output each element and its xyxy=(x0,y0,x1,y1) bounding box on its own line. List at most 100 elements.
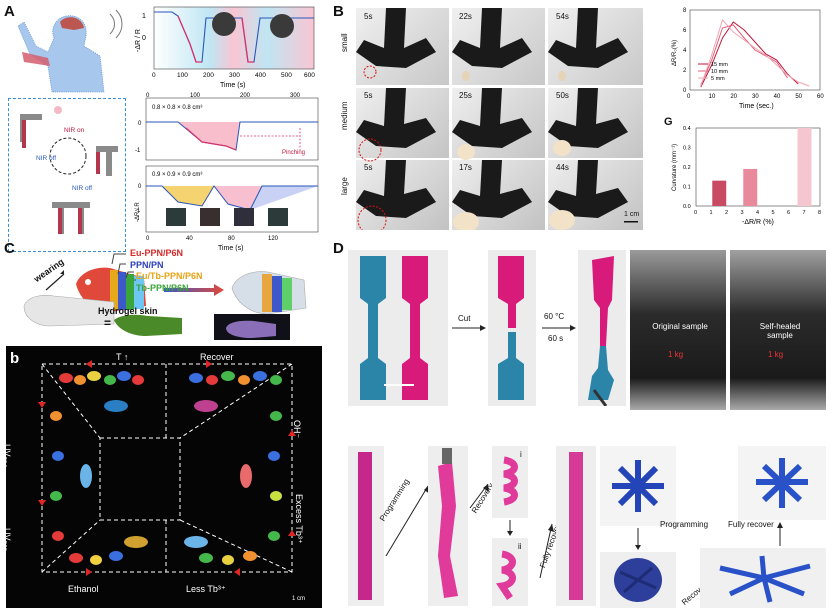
nir-on-text: NIR on xyxy=(64,127,85,134)
line-series-15mm xyxy=(700,21,799,88)
d-photo-original xyxy=(630,250,726,410)
a-low-xtick: 0 xyxy=(146,236,150,242)
line-xtick: 30 xyxy=(752,94,759,100)
line-xtick: 20 xyxy=(730,94,737,100)
a-mid-ytick: 0 xyxy=(138,121,142,127)
bar-xtick: 8 xyxy=(818,210,821,216)
bar-ylabel: Curvature (mm⁻¹) xyxy=(672,144,678,191)
bar-chart-frame xyxy=(695,127,821,207)
c-label-eutb: Eu/Tb-PPN/P6N xyxy=(136,271,203,281)
c-label-hydrogel: Hydrogel skin xyxy=(98,306,158,316)
d-coil-ii xyxy=(496,550,516,600)
bar-xtick: 2 xyxy=(725,210,728,216)
c-ethanol: Ethanol xyxy=(68,584,99,594)
bar-xtick: 3 xyxy=(741,210,744,216)
a-low-ylabel: -ΔR / R xyxy=(135,202,141,222)
d-ii-label: ii xyxy=(518,542,522,551)
line-series-10mm xyxy=(700,24,788,86)
a-top-xtick: 100 xyxy=(177,72,188,79)
gripper-photos-overlay xyxy=(356,8,638,230)
d-coil-i xyxy=(503,456,518,506)
panel-c-b-label: b xyxy=(10,350,20,367)
line-xtick: 10 xyxy=(709,94,716,100)
d-weight-right: 1 kg xyxy=(768,350,784,359)
c-label-tb: Tb-PPN/P6N xyxy=(136,283,189,293)
line-ytick: 2 xyxy=(683,68,687,74)
row-label-medium: medium xyxy=(340,101,349,130)
d-star-2 xyxy=(756,458,808,508)
legend-label: 5 mm xyxy=(711,76,725,82)
a-mid-top-xtick: 0 xyxy=(146,93,150,99)
a-top-ylabel: -ΔR / R xyxy=(135,29,142,52)
a-top-xtick: 200 xyxy=(203,72,214,79)
d-arrow-cut xyxy=(452,325,486,331)
legend-label: 15 mm xyxy=(711,62,728,68)
row-label-large: large xyxy=(340,177,349,195)
legend-label: 10 mm xyxy=(711,69,728,75)
line-chart-frame xyxy=(689,9,821,91)
line-ytick: 6 xyxy=(683,28,687,34)
bar xyxy=(797,128,812,206)
d-arrow-programming xyxy=(385,485,430,557)
a-mid-note: 0.8 × 0.8 × 0.8 cm³ xyxy=(152,105,202,111)
c-recover: Recover xyxy=(200,352,234,362)
d-strip-recovered-band xyxy=(569,452,583,600)
fluorescence-panel xyxy=(6,346,322,608)
d-arrow-recovery xyxy=(469,483,489,509)
a-low-xtick: 40 xyxy=(186,236,193,242)
d-strip-1-band xyxy=(358,452,372,600)
a-low-ytick: -1 xyxy=(135,208,141,214)
d-arrow-down xyxy=(507,520,513,536)
panel-d-label: D xyxy=(333,240,344,257)
d-dumbbells xyxy=(360,256,428,400)
line-ylabel: ΔR/R₀(%) xyxy=(672,40,678,66)
human-sensor-illustration xyxy=(17,9,123,93)
d-i-label: i xyxy=(520,450,522,459)
a-top-xtick: 400 xyxy=(255,72,266,79)
panel-a-low-chart: 0 -1 0.9 × 0.9 × 0.9 cm³ 0 40 80 120 Tim… xyxy=(135,165,319,252)
panel-b-label: B xyxy=(333,3,344,20)
d-star-1 xyxy=(612,460,664,512)
g-bar-chart: 0 1 2 3 4 5 6 7 8 0.0 0.1 0.2 0.3 0.4 -ΔR/R (%) Curvatu… xyxy=(672,126,821,226)
bar-xtick: 1 xyxy=(710,210,713,216)
a-top-ytick-0: 0 xyxy=(142,35,146,42)
a-top-xtick: 300 xyxy=(229,72,240,79)
line-ytick: 0 xyxy=(683,88,687,94)
caterpillar-illustration xyxy=(23,253,307,340)
d-weight-left: 1 kg xyxy=(668,350,684,359)
bar-ytick: 0.4 xyxy=(683,126,691,132)
a-mid-top-xtick: 200 xyxy=(240,93,251,99)
d-healed-strip xyxy=(588,256,614,406)
time-medium-2: 25s xyxy=(459,91,472,100)
d-recovering xyxy=(719,555,811,603)
c-label-equals: = xyxy=(104,316,112,330)
line-xtick: 50 xyxy=(795,94,802,100)
line-ytick: 8 xyxy=(683,8,687,14)
a-mid-ytick: -1 xyxy=(135,148,141,154)
d-cut-label: Cut xyxy=(458,314,471,323)
panel-a-label: A xyxy=(4,3,15,20)
bar-xtick: 4 xyxy=(756,210,759,216)
d-cut-pieces xyxy=(498,256,524,400)
bar-xtick: 7 xyxy=(803,210,806,216)
a-top-xtick: 600 xyxy=(304,72,315,79)
a-low-xlabel: Time (s) xyxy=(218,245,243,252)
line-series-5mm xyxy=(700,19,810,87)
c-oh: OH⁻ xyxy=(292,420,302,439)
panel-a-mid-chart: 0 100 200 300 0 -1 0.8 × 0.8 × 0.8 cm³ P… xyxy=(135,93,319,161)
bar-ytick: 0.2 xyxy=(683,165,691,171)
d-time-label: 60 s xyxy=(548,334,564,343)
bar xyxy=(743,168,758,206)
c-less: Less Tb³⁺ xyxy=(186,584,226,594)
bar-xtick: 5 xyxy=(772,210,775,216)
d-ball xyxy=(614,558,662,602)
d-twisted-strip xyxy=(438,448,458,598)
gripper-cycle-box xyxy=(8,98,126,252)
time-medium-3: 50s xyxy=(556,91,569,100)
d-temp-label: 60 °C xyxy=(544,312,565,321)
a-top-xtick: 500 xyxy=(281,72,292,79)
c-label-ppn: PPN/PN xyxy=(130,260,164,270)
nir-off-left-text: NIR off xyxy=(36,155,56,162)
bar xyxy=(712,180,727,206)
